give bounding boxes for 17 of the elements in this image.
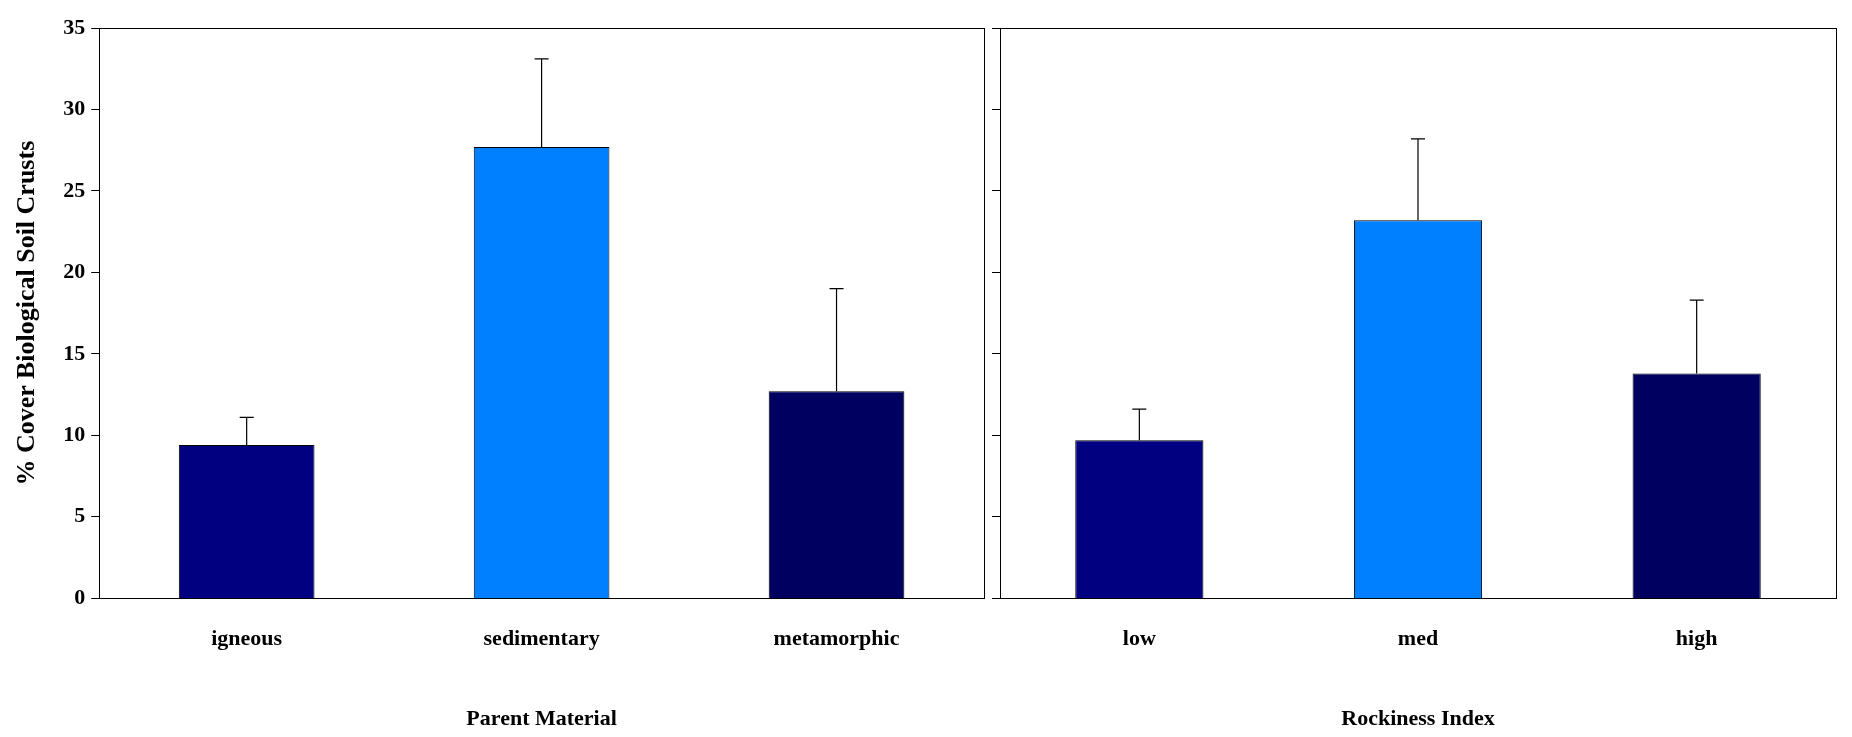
x-tick-label: igneous [211,625,283,651]
y-tick-label: 15 [63,339,86,365]
x-tick-label: sedimentary [483,625,600,651]
x-tick-label: metamorphic [773,625,900,651]
y-tick-label: 10 [63,420,86,446]
y-tick-label: 0 [74,583,86,609]
y-tick-label: 25 [63,176,86,202]
y-tick-label: 20 [63,258,86,284]
x-tick-label: med [1397,625,1439,651]
y-axis-title: % Cover Biological Soil Crusts [11,140,41,486]
x-axis-title: Parent Material [466,705,617,731]
y-tick-label: 35 [63,13,86,39]
x-axis-title: Rockiness Index [1341,705,1495,731]
y-tick-label: 5 [74,502,86,528]
y-tick-label: 30 [63,95,86,121]
x-tick-label: low [1122,625,1156,651]
x-tick-label: high [1675,625,1718,651]
